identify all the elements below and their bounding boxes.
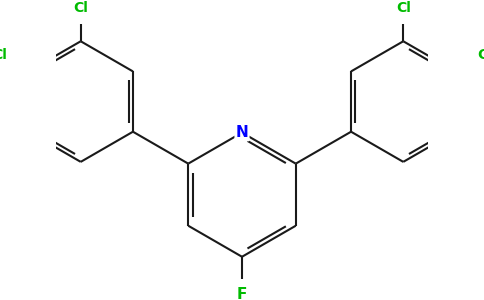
Text: N: N: [236, 125, 248, 140]
Text: Cl: Cl: [73, 1, 88, 15]
Text: Cl: Cl: [477, 48, 484, 62]
Text: Cl: Cl: [396, 1, 411, 15]
Text: F: F: [237, 286, 247, 300]
Text: Cl: Cl: [0, 48, 7, 62]
